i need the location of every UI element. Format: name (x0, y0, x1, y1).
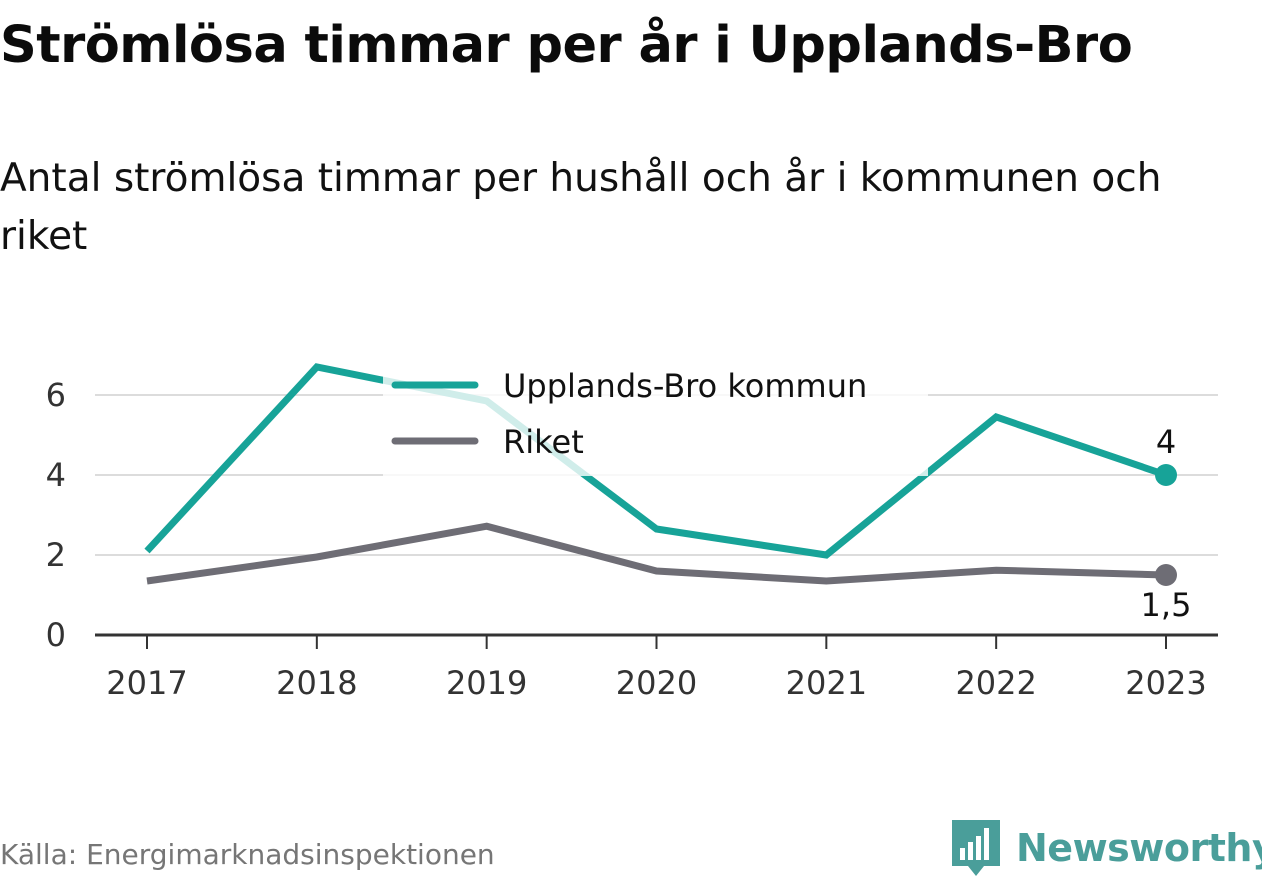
series-end-markers: 1,54 (1141, 423, 1192, 624)
chart-title: Strömlösa timmar per år i Upplands-Bro (0, 16, 1133, 75)
chart-subtitle: Antal strömlösa timmar per hushåll och å… (0, 156, 1162, 259)
x-tick-label: 2020 (616, 664, 697, 702)
end-marker-upplands-bro (1155, 464, 1177, 486)
x-tick-label: 2018 (276, 664, 357, 702)
y-tick-label: 0 (46, 616, 66, 654)
series-line-upplands-bro (144, 363, 1168, 559)
y-tick-label: 4 (46, 456, 66, 494)
legend-label-riket: Riket (503, 423, 584, 461)
y-axis-ticks: 0 2 4 6 (46, 376, 66, 654)
y-tick-label: 6 (46, 376, 66, 414)
newsworthy-logo-icon (952, 820, 1000, 876)
legend-background (383, 358, 928, 476)
legend: Upplands-Bro kommun Riket (383, 358, 928, 476)
series-line-riket (146, 522, 1167, 585)
line-chart: 0 2 4 6 2017 2018 2019 2020 2021 2022 2023 Upplan… (46, 358, 1218, 702)
brand-name: Newsworthy (1016, 826, 1262, 870)
end-marker-riket (1155, 564, 1177, 586)
x-tick-label: 2022 (955, 664, 1036, 702)
end-label-upplands-bro: 4 (1156, 423, 1176, 461)
x-tick-label: 2023 (1125, 664, 1206, 702)
legend-label-upplands-bro: Upplands-Bro kommun (503, 367, 867, 405)
x-tick-label: 2019 (446, 664, 527, 702)
newsworthy-brand[interactable]: Newsworthy (950, 818, 1262, 878)
x-tick-label: 2017 (106, 664, 187, 702)
y-tick-label: 2 (46, 536, 66, 574)
end-label-riket: 1,5 (1141, 586, 1192, 624)
x-tick-label: 2021 (786, 664, 867, 702)
series-lines (144, 363, 1168, 585)
source-note: Källa: Energimarknadsinspektionen (0, 838, 495, 871)
x-axis: 2017 2018 2019 2020 2021 2022 2023 (95, 633, 1218, 702)
